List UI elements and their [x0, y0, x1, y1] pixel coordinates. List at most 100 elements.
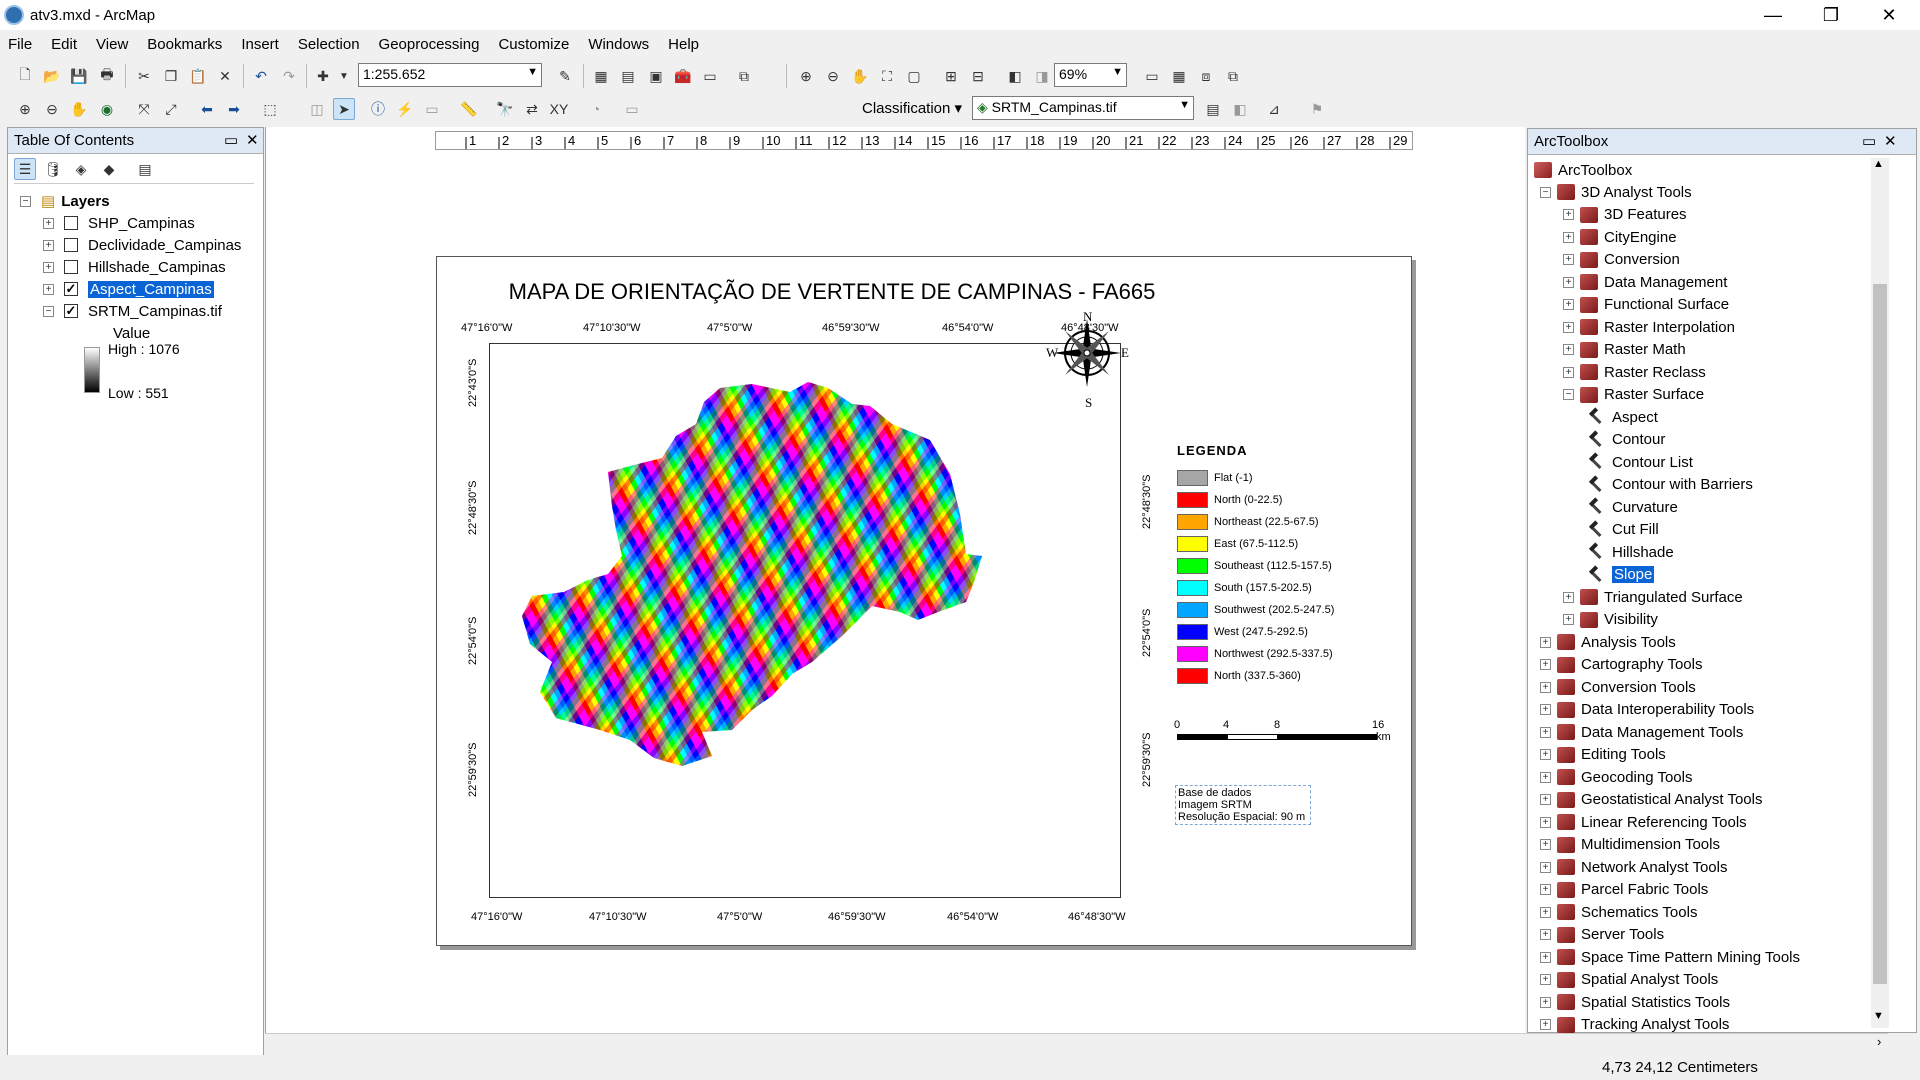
identify-icon[interactable]: ⓘ	[371, 101, 385, 117]
expand-icon[interactable]: +	[1563, 276, 1574, 288]
expand-icon[interactable]: +	[1563, 209, 1574, 220]
add-data-icon[interactable]: ✚	[317, 67, 329, 84]
change-layout-icon[interactable]: ⧈	[1201, 67, 1211, 84]
flag-icon[interactable]: ⚑	[1310, 100, 1324, 117]
toolbox-item[interactable]: +3D Features	[1563, 204, 1687, 226]
toc-layer-row[interactable]: + Declividade_Campinas	[43, 234, 241, 256]
toolbox-tool-item[interactable]: Contour	[1588, 429, 1665, 451]
toolbox-item[interactable]: + Conversion	[1563, 249, 1680, 271]
toolbox-item[interactable]: − Raster Surface	[1563, 384, 1704, 406]
toolbox-tool-item[interactable]: Cut Fill	[1588, 519, 1659, 541]
layout-zoom-combo[interactable]: 69% ▼	[1054, 63, 1127, 87]
expand-icon[interactable]: +	[1540, 996, 1551, 1008]
select-elements-icon[interactable]: ➤	[333, 98, 355, 120]
layer-visibility-checkbox[interactable]	[64, 216, 78, 230]
model-builder-icon[interactable]: ⧉	[739, 67, 749, 84]
toolbox-item[interactable]: + Triangulated Surface	[1563, 586, 1743, 608]
scroll-right-icon[interactable]: ›	[1877, 1034, 1882, 1049]
toc-autohide-icon[interactable]: ▭	[224, 132, 239, 149]
expand-icon[interactable]: +	[1540, 816, 1551, 828]
menu-bookmarks[interactable]: Bookmarks	[147, 35, 223, 53]
collapse-icon[interactable]: −	[43, 305, 54, 317]
draw-line-icon[interactable]: ⊿	[1268, 100, 1280, 117]
effects-icon[interactable]: ◧	[1233, 100, 1247, 117]
editor-icon[interactable]: ✎	[559, 67, 571, 84]
catalog-icon[interactable]: ▤	[621, 67, 635, 84]
map-data-frame[interactable]	[489, 343, 1121, 898]
toolbox-item[interactable]: + Cartography Tools	[1540, 654, 1702, 676]
cut-icon[interactable]: ✂	[138, 67, 150, 84]
collapse-icon[interactable]: −	[20, 195, 31, 207]
toc-layer-row[interactable]: + Hillshade_Campinas	[43, 256, 226, 278]
arctoolbox-close-icon[interactable]: ✕	[1884, 133, 1897, 150]
toolbox-item[interactable]: + Editing Tools	[1540, 744, 1666, 766]
fixed-zoom-in-icon[interactable]: ⊞	[945, 67, 957, 84]
list-by-selection-icon[interactable]: ◆	[103, 160, 115, 177]
list-by-drawing-order-icon[interactable]: ☰	[14, 158, 36, 180]
toc-root-layers[interactable]: − ▤ Layers	[20, 190, 110, 212]
toolbox-item[interactable]: + Multidimension Tools	[1540, 834, 1720, 856]
toolbox-item[interactable]: + Functional Surface	[1563, 294, 1729, 316]
maximize-button[interactable]: ❐	[1822, 4, 1840, 25]
toolbox-item[interactable]: + Parcel Fabric Tools	[1540, 879, 1708, 901]
go-back-icon[interactable]: ⬅	[201, 100, 213, 117]
toolbox-item[interactable]: − 3D Analyst Tools	[1540, 181, 1692, 203]
toolbox-item[interactable]: + Data Management Tools	[1540, 721, 1743, 743]
layout-page[interactable]: MAPA DE ORIENTAÇÃO DE VERTENTE DE CAMPIN…	[436, 256, 1412, 946]
expand-icon[interactable]: +	[1563, 231, 1574, 243]
toolbox-item[interactable]: + Data Management	[1563, 271, 1727, 293]
expand-icon[interactable]: +	[1540, 929, 1551, 940]
arctoolbox-icon[interactable]: 🧰	[674, 67, 692, 84]
print-icon[interactable]: 🖶	[100, 66, 114, 82]
expand-icon[interactable]: +	[1563, 254, 1574, 265]
toolbox-item[interactable]: + Raster Math	[1563, 339, 1686, 361]
toc-options-icon[interactable]: ▤	[138, 160, 152, 177]
zoom-100-icon[interactable]: ▢	[907, 67, 921, 84]
toolbox-item[interactable]: + Data Interoperability Tools	[1540, 699, 1754, 721]
search-window-icon[interactable]: ▣	[649, 67, 663, 84]
paste-icon[interactable]: 📋	[189, 67, 207, 84]
expand-icon[interactable]: +	[1540, 726, 1551, 738]
toc-layer-row[interactable]: + SHP_Campinas	[43, 212, 195, 234]
fixed-zoom-in-map-icon[interactable]: ⤧	[138, 100, 150, 117]
toolbox-item[interactable]: + Space Time Pattern Mining Tools	[1540, 946, 1800, 968]
toolbox-item[interactable]: + Network Analyst Tools	[1540, 856, 1727, 878]
expand-icon[interactable]: +	[1563, 344, 1574, 355]
list-by-visibility-icon[interactable]: ◈	[75, 160, 87, 177]
map-scale-combo[interactable]: 1:255.652 ▼	[358, 63, 542, 87]
python-icon[interactable]: ▭	[703, 67, 717, 84]
toolbox-item[interactable]: + CityEngine	[1563, 226, 1677, 248]
toolbox-tool-item[interactable]: Slope	[1588, 564, 1655, 586]
menu-windows[interactable]: Windows	[588, 35, 650, 53]
layer-visibility-checkbox[interactable]	[64, 260, 78, 274]
add-data-dropdown-icon[interactable]: ▼	[339, 70, 349, 82]
layout-horizontal-scrollbar[interactable]: ›	[265, 1033, 1888, 1051]
table-icon[interactable]: ▦	[594, 67, 608, 84]
layer-select-combo[interactable]: ◈ SRTM_Campinas.tif ▼	[972, 96, 1194, 120]
layer-visibility-checkbox[interactable]: ✓	[64, 303, 78, 318]
toolbox-tool-item[interactable]: Hillshade	[1588, 541, 1674, 563]
expand-icon[interactable]: +	[1540, 839, 1551, 850]
menu-selection[interactable]: Selection	[297, 35, 360, 53]
toolbox-item[interactable]: + Linear Referencing Tools	[1540, 811, 1747, 833]
toolbox-item[interactable]: + Server Tools	[1540, 924, 1664, 946]
toolbox-item[interactable]: + Conversion Tools	[1540, 676, 1696, 698]
expand-icon[interactable]: +	[1563, 366, 1574, 378]
toolbox-tool-item[interactable]: Aspect	[1588, 406, 1658, 428]
scroll-down-icon[interactable]: ▼	[1873, 1010, 1884, 1022]
expand-icon[interactable]: +	[1540, 636, 1551, 648]
toggle-draft-icon[interactable]: ▭	[1145, 67, 1159, 84]
expand-icon[interactable]: +	[1540, 749, 1551, 760]
save-icon[interactable]: 💾	[70, 67, 88, 84]
toolbox-item[interactable]: + Analysis Tools	[1540, 631, 1676, 653]
find-route-icon[interactable]: ⇄	[526, 100, 538, 117]
copy-icon[interactable]: ❐	[164, 67, 178, 84]
toolbox-tool-item[interactable]: Contour List	[1588, 451, 1693, 473]
toolbox-item[interactable]: + Schematics Tools	[1540, 901, 1697, 923]
layout-pan-icon[interactable]: ✋	[851, 67, 869, 84]
go-forward-icon[interactable]: ➡	[228, 100, 240, 117]
expand-icon[interactable]: +	[1540, 1019, 1551, 1030]
toolbox-item[interactable]: + Spatial Statistics Tools	[1540, 991, 1730, 1013]
menu-view[interactable]: View	[96, 35, 129, 53]
expand-icon[interactable]: +	[1540, 861, 1551, 873]
